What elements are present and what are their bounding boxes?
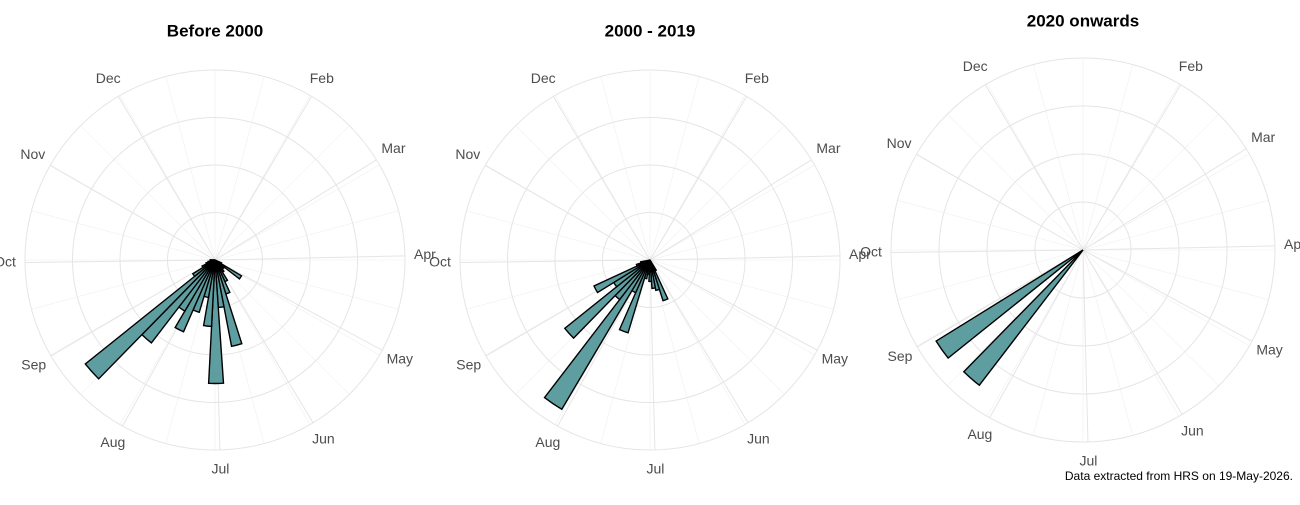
x-tick-label: Nov (455, 146, 480, 162)
x-tick-label: Aug (100, 434, 125, 450)
grid-circle (72, 117, 358, 403)
bar (935, 249, 1084, 360)
bar (207, 259, 225, 385)
x-tick-label: Apr (1284, 236, 1300, 252)
grid-spoke (214, 259, 314, 424)
chart-title: Before 2000 (167, 21, 263, 40)
x-tick-label: Oct (860, 243, 882, 259)
x-tick-label: Sep (456, 357, 481, 373)
grid-spoke (214, 96, 313, 261)
grid-circle (986, 153, 1180, 347)
bar (639, 259, 651, 264)
chart-title: 2000 - 2019 (605, 21, 696, 40)
grid-spoke (460, 259, 651, 263)
x-tick-label: Sep (888, 348, 913, 364)
x-tick-label: Nov (887, 135, 912, 151)
x-tick-label: Dec (96, 70, 121, 86)
x-tick-label: Jun (312, 431, 335, 447)
grid-spoke (984, 84, 1084, 251)
x-tick-label: Mar (816, 140, 840, 156)
caption: Data extracted from HRS on 19-May-2026. (1065, 469, 1293, 483)
grid-spoke (649, 259, 818, 351)
grid-spoke (1082, 84, 1182, 251)
bar (648, 259, 653, 283)
grid-circle (938, 105, 1228, 395)
grid-spoke (117, 96, 216, 261)
grid-spoke (649, 255, 840, 261)
grid-spoke (916, 154, 1084, 251)
x-tick-label: Oct (0, 253, 16, 269)
grid-spoke (25, 259, 216, 263)
x-tick-label: Feb (1179, 58, 1203, 74)
x-tick-label: May (1256, 341, 1282, 357)
grid-spoke (214, 159, 377, 261)
x-tick-label: May (822, 350, 848, 366)
grid-spoke (649, 159, 812, 261)
grid-spoke (552, 96, 651, 261)
grid-spoke (49, 165, 216, 261)
grid-spoke (989, 249, 1084, 419)
bar (962, 249, 1084, 387)
x-tick-label: Jun (1181, 422, 1204, 438)
bar (593, 259, 651, 294)
bar (543, 259, 651, 411)
x-tick-label: Mar (1251, 129, 1275, 145)
grid-spoke (1082, 249, 1089, 442)
x-tick-label: Jul (646, 461, 664, 477)
grid-spoke (649, 259, 656, 450)
grid-circle (459, 69, 841, 451)
grid-circle (554, 164, 746, 356)
bar (209, 259, 216, 262)
x-tick-label: May (387, 350, 413, 366)
grid-circle (602, 212, 698, 308)
x-tick-label: Feb (745, 70, 769, 86)
grid-spoke (1082, 245, 1275, 251)
grid-circle (1034, 201, 1132, 299)
grid-spoke (1082, 249, 1183, 415)
grid-spoke (891, 249, 1084, 253)
x-tick-label: Mar (381, 140, 405, 156)
grid-spoke (214, 255, 405, 261)
x-tick-label: Dec (531, 70, 556, 86)
panel: 2020 onwards Feb Mar Apr May Jun Jul Aug Sep Oct N… (860, 11, 1300, 468)
grid-spoke (917, 249, 1084, 348)
bar (649, 259, 669, 302)
grid-spoke (484, 165, 651, 261)
x-tick-label: Sep (21, 357, 46, 373)
bar (649, 259, 657, 290)
grid-circle (507, 117, 793, 403)
bar (214, 259, 243, 348)
grid-circle (890, 57, 1276, 443)
x-tick-label: Aug (967, 426, 992, 442)
x-tick-label: Feb (310, 70, 334, 86)
x-tick-label: Apr (414, 246, 436, 262)
x-tick-label: Jul (211, 461, 229, 477)
x-tick-label: Nov (20, 146, 45, 162)
bar (563, 259, 651, 340)
x-tick-label: Jun (747, 431, 770, 447)
x-tick-label: Jul (1080, 453, 1098, 469)
panel: Before 2000 Feb Mar Apr May Jun Jul Aug Sep Oct No… (0, 21, 436, 476)
grid-spoke (649, 259, 749, 424)
grid-spoke (50, 259, 216, 357)
grid-spoke (1082, 148, 1247, 251)
bar (649, 259, 661, 292)
x-tick-label: Apr (849, 246, 871, 262)
chart-title: 2020 onwards (1027, 11, 1139, 30)
grid-circle (24, 69, 406, 451)
grid-spoke (1082, 249, 1253, 342)
grid-spoke (214, 259, 383, 351)
x-tick-label: Oct (429, 253, 451, 269)
bar (84, 259, 216, 380)
grid-spoke (649, 96, 748, 261)
x-tick-label: Aug (535, 434, 560, 450)
panel: 2000 - 2019 Feb Mar Apr May Jun Jul Aug Sep Oct No… (429, 21, 871, 476)
x-tick-label: Dec (963, 58, 988, 74)
